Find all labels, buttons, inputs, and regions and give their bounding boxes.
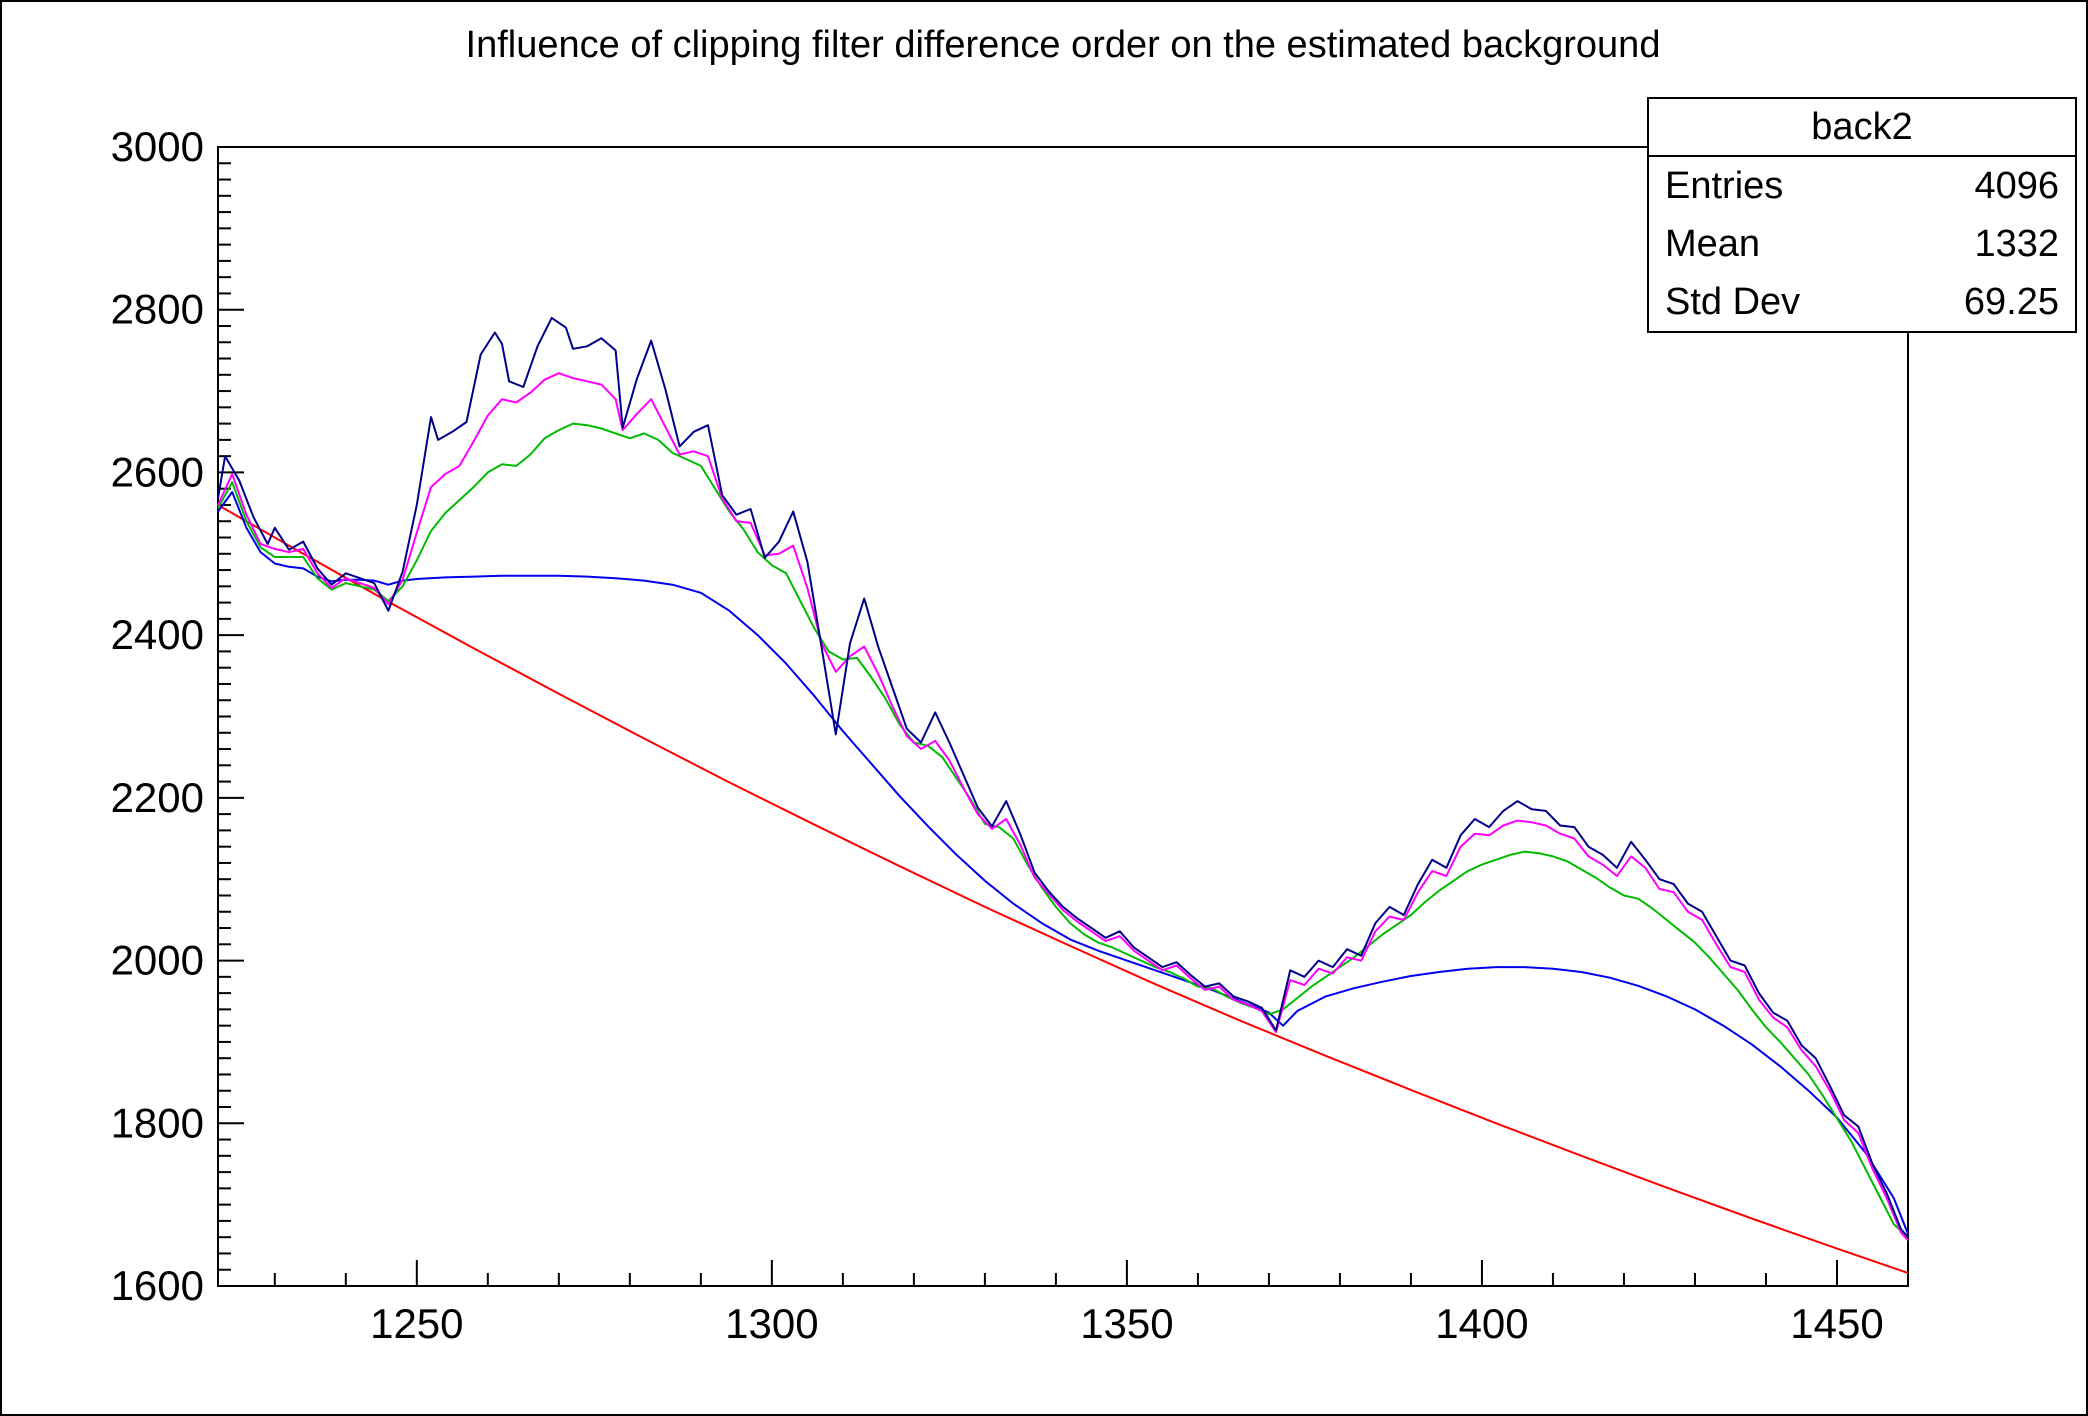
y-tick-label: 1800 (111, 1099, 204, 1146)
y-tick-label: 1600 (111, 1262, 204, 1309)
y-tick-label: 3000 (111, 123, 204, 170)
x-tick-label: 1300 (725, 1300, 818, 1347)
stats-mean-value: 1332 (1974, 223, 2059, 265)
y-tick-label: 2800 (111, 286, 204, 333)
stats-box: back2 Entries 4096 Mean 1332 Std Dev 69.… (1647, 97, 2077, 333)
series-background-order6 (217, 422, 1909, 1238)
stats-entries-value: 4096 (1974, 165, 2059, 207)
x-tick-label: 1250 (370, 1300, 463, 1347)
chart-title: Influence of clipping filter difference … (465, 24, 1661, 66)
y-tick-label: 2200 (111, 774, 204, 821)
y-tick-label: 2000 (111, 937, 204, 984)
stats-stddev-label: Std Dev (1665, 281, 1801, 323)
stats-stddev-row: Std Dev 69.25 (1649, 273, 2075, 331)
stats-entries-label: Entries (1665, 165, 1784, 207)
x-tick-label: 1450 (1790, 1300, 1883, 1347)
series-background-order2 (217, 504, 1909, 1274)
stats-stddev-value: 69.25 (1963, 281, 2059, 323)
x-tick-label: 1400 (1435, 1300, 1528, 1347)
y-tick-label: 2600 (111, 448, 204, 495)
y-tick-label: 2400 (111, 611, 204, 658)
x-tick-label: 1350 (1080, 1300, 1173, 1347)
stats-row-entries: Entries 4096 (1649, 157, 2075, 215)
stats-row-mean: Mean 1332 (1649, 215, 2075, 273)
series-background-order8 (217, 372, 1909, 1242)
series-background-order4 (217, 491, 1909, 1235)
series-source-spectrum (217, 316, 1909, 1238)
stats-title: back2 (1649, 99, 2075, 157)
stats-mean-label: Mean (1665, 223, 1761, 265)
